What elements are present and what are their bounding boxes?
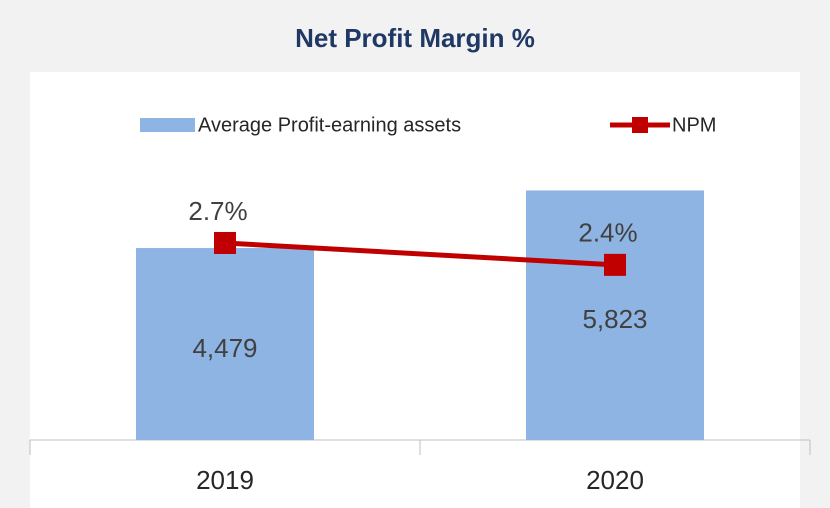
- bar: [526, 190, 704, 440]
- line-marker: [214, 231, 236, 254]
- bar: [136, 248, 314, 440]
- line-marker: [604, 253, 626, 276]
- line-value-label: 2.7%: [188, 196, 247, 226]
- legend-swatch: [140, 118, 195, 132]
- line-value-label: 2.4%: [578, 218, 637, 248]
- line: [224, 240, 616, 268]
- legend-label: Average Profit-earning assets: [198, 114, 461, 136]
- legend-label: NPM: [672, 114, 716, 136]
- x-tick-label: 2020: [586, 465, 644, 495]
- chart-title: Net Profit Margin %: [295, 23, 535, 53]
- bar-value-label: 4,479: [192, 333, 257, 363]
- bar-value-label: 5,823: [582, 304, 647, 334]
- x-tick-label: 2019: [196, 465, 254, 495]
- legend-marker: [632, 117, 648, 133]
